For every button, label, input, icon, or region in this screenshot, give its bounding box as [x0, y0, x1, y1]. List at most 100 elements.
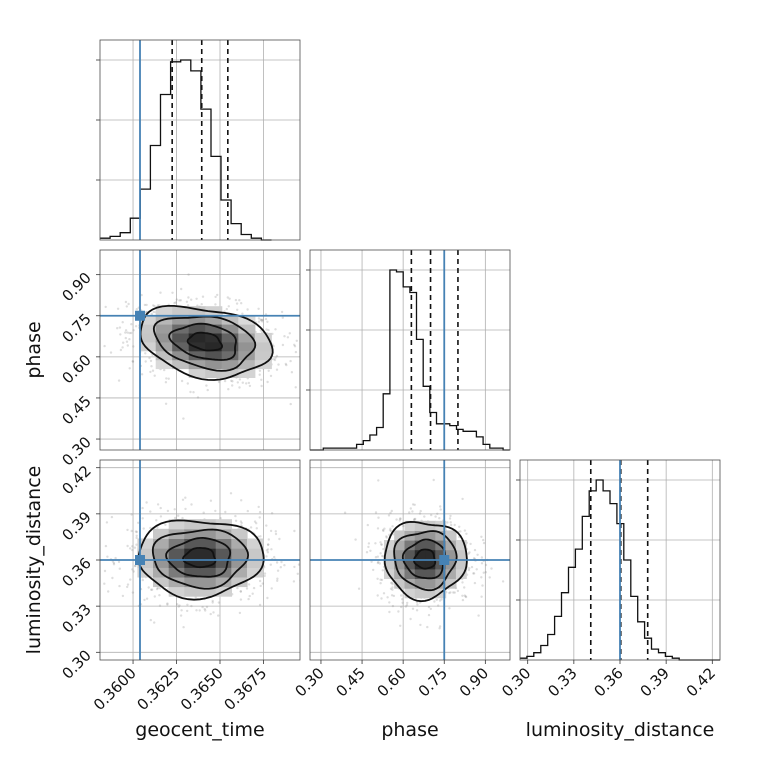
- sample-point: [153, 595, 156, 598]
- sample-point: [391, 586, 394, 589]
- sample-point: [150, 588, 153, 591]
- sample-point: [306, 566, 308, 568]
- sample-point: [143, 598, 146, 602]
- sample-point: [153, 304, 156, 308]
- sample-point: [236, 308, 239, 311]
- sample-point: [452, 591, 455, 594]
- sample-point: [149, 510, 152, 513]
- density-cell: [455, 559, 467, 570]
- density-cell: [247, 557, 264, 568]
- sample-point: [126, 344, 129, 347]
- sample-point: [174, 301, 177, 304]
- sample-point: [456, 589, 460, 593]
- sample-point: [150, 588, 154, 591]
- sample-point: [409, 507, 412, 510]
- sample-point: [414, 517, 417, 521]
- sample-point: [130, 513, 133, 516]
- sample-point: [228, 297, 231, 300]
- sample-point: [401, 598, 404, 601]
- sample-point: [432, 478, 435, 482]
- contour-level: [383, 520, 468, 603]
- sample-point: [234, 514, 237, 518]
- sample-point: [240, 499, 243, 502]
- scatter-panel-geocent_time-phase: [99, 249, 301, 451]
- sample-point: [261, 319, 264, 322]
- sample-point: [468, 551, 471, 554]
- sample-point: [280, 560, 283, 564]
- sample-point: [274, 530, 277, 533]
- sample-point: [187, 273, 190, 276]
- sample-point: [408, 511, 411, 514]
- sample-point: [171, 291, 174, 294]
- density-cell: [414, 549, 426, 560]
- panel-content: [100, 250, 300, 450]
- sample-point: [469, 542, 472, 546]
- sample-point: [91, 548, 93, 550]
- sample-point: [274, 532, 278, 536]
- sample-point: [201, 295, 205, 298]
- sample-point: [392, 533, 395, 536]
- sample-point: [190, 503, 193, 506]
- x-tick-label-luminosity_distance: 0.33: [544, 664, 580, 700]
- sample-point: [225, 307, 228, 311]
- density-cell: [425, 540, 436, 551]
- sample-point: [223, 379, 227, 383]
- sample-point: [148, 356, 151, 360]
- sample-point: [134, 325, 138, 328]
- sample-point: [357, 587, 361, 590]
- sample-point: [400, 594, 403, 597]
- sample-point: [380, 543, 383, 546]
- sample-point: [132, 345, 135, 348]
- sample-point: [176, 603, 179, 606]
- y-tick-label-luminosity_distance: 0.36: [58, 554, 94, 590]
- sample-point: [411, 510, 414, 513]
- sample-point: [390, 594, 394, 597]
- density-cell: [414, 540, 426, 551]
- density-cell: [238, 324, 256, 334]
- sample-point: [195, 609, 198, 612]
- sample-point: [273, 555, 276, 559]
- density-cell: [155, 341, 173, 352]
- sample-point: [126, 544, 129, 548]
- sample-point: [392, 594, 396, 598]
- sample-point: [239, 590, 242, 593]
- sample-point: [288, 332, 291, 335]
- x-tick-label-phase: 0.45: [333, 664, 369, 700]
- sample-point: [129, 578, 132, 581]
- sample-point: [175, 298, 178, 301]
- sample-point: [464, 595, 467, 598]
- sample-point: [248, 594, 251, 598]
- truth-marker: [135, 555, 145, 565]
- sample-point: [260, 378, 263, 381]
- density-cell: [455, 540, 467, 551]
- sample-point: [182, 626, 185, 629]
- density-cell: [137, 557, 154, 568]
- sample-point: [391, 525, 394, 528]
- sample-point: [388, 601, 391, 604]
- density-cell: [384, 559, 395, 570]
- density-cell: [188, 324, 206, 334]
- sample-point: [125, 305, 128, 308]
- density-cell: [404, 540, 416, 551]
- density-cell: [221, 341, 239, 352]
- density-cell: [238, 341, 256, 352]
- sample-point: [192, 391, 195, 394]
- density-cell: [188, 368, 206, 378]
- sample-point: [257, 317, 261, 320]
- sample-point: [118, 326, 122, 329]
- sample-point: [124, 336, 128, 340]
- sample-point: [249, 526, 253, 529]
- sample-point: [263, 572, 267, 575]
- sample-point: [130, 323, 133, 326]
- sample-point: [122, 341, 125, 344]
- density-cell: [184, 557, 201, 568]
- sample-point: [449, 521, 452, 524]
- sample-point: [205, 384, 208, 387]
- sample-point: [488, 576, 491, 579]
- density-cell: [155, 359, 173, 370]
- sample-point: [126, 583, 130, 586]
- y-tick-label-phase: 0.60: [58, 351, 94, 387]
- truth-marker: [439, 555, 450, 565]
- sample-point: [152, 304, 155, 307]
- density-cell: [205, 350, 223, 361]
